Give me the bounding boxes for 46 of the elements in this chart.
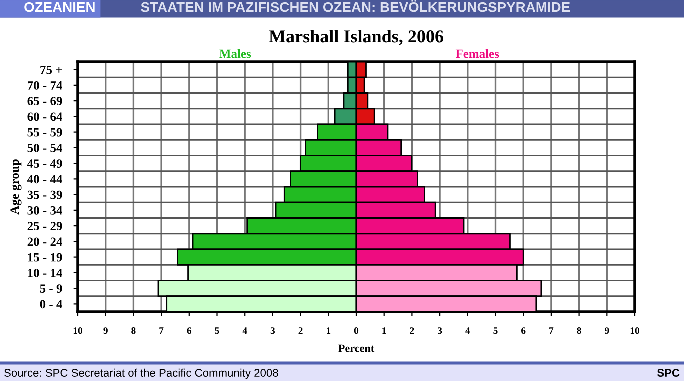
x-tick-label: 6 (522, 328, 526, 334)
x-axis-title: Percent (338, 344, 375, 352)
x-tick-label: 2 (298, 328, 303, 334)
y-tick-label: 10 - 14 (28, 268, 62, 278)
chart-title: Marshall Islands, 2006 (269, 30, 444, 46)
y-tick-label: 35 - 39 (28, 190, 62, 200)
y-axis-title: Age group (10, 160, 22, 215)
text: Males (220, 49, 252, 58)
x-tick-label: 7 (160, 328, 164, 334)
x-tick-label: 7 (550, 328, 554, 334)
y-tick-label: 25 - 29 (28, 222, 62, 231)
x-tick-label: 10 (74, 328, 82, 334)
x-tick-label: 1 (382, 328, 386, 334)
x-tick-label: 1 (327, 328, 331, 334)
x-tick-label: 4 (466, 328, 470, 334)
y-tick-label: 50 - 54 (28, 144, 62, 152)
x-tick-label: 5 (215, 328, 220, 334)
y-tick-label: 55 - 59 (28, 128, 62, 137)
x-tick-label: 4 (242, 328, 248, 334)
x-tick-label: 10 (630, 328, 640, 334)
x-tick-label: 3 (270, 328, 276, 334)
x-tick-label: 9 (104, 328, 108, 334)
text: STAATEN IM PAZIFISCHEN OZEAN: BEVÖLKERUNGSPYRAMIDE (141, 0, 570, 12)
x-tick-label: 2 (410, 328, 414, 334)
x-tick-label: 6 (187, 328, 192, 334)
x-tick-label: 9 (604, 328, 610, 334)
y-tick-label: 0 - 4 (40, 300, 62, 309)
y-tick-label: 30 - 34 (28, 206, 62, 215)
text: Females (456, 49, 500, 58)
x-tick-label: 0 (354, 328, 359, 334)
y-tick-label: 40 - 44 (27, 175, 62, 184)
text: OZEANIEN (24, 2, 95, 12)
y-tick-label: 15 - 19 (28, 253, 62, 262)
y-tick-label: 70 - 74 (28, 81, 62, 90)
x-tick-label: 8 (132, 328, 136, 334)
y-tick-label: 45 - 49 (27, 160, 62, 168)
x-tick-label: 8 (577, 328, 582, 334)
x-tick-label: 5 (494, 328, 498, 334)
x-tick-label: 3 (438, 328, 442, 334)
y-tick-label: 20 - 24 (28, 238, 62, 246)
source-note: Source: SPC Secretariat of the Pacific Community 2008 (4, 368, 278, 380)
y-tick-label: 75 + (40, 66, 62, 74)
y-tick-label: 5 - 9 (40, 284, 62, 294)
text: SPC (657, 369, 680, 377)
y-tick-label: 60 - 64 (28, 112, 62, 122)
y-tick-label: 65 - 69 (28, 97, 62, 106)
